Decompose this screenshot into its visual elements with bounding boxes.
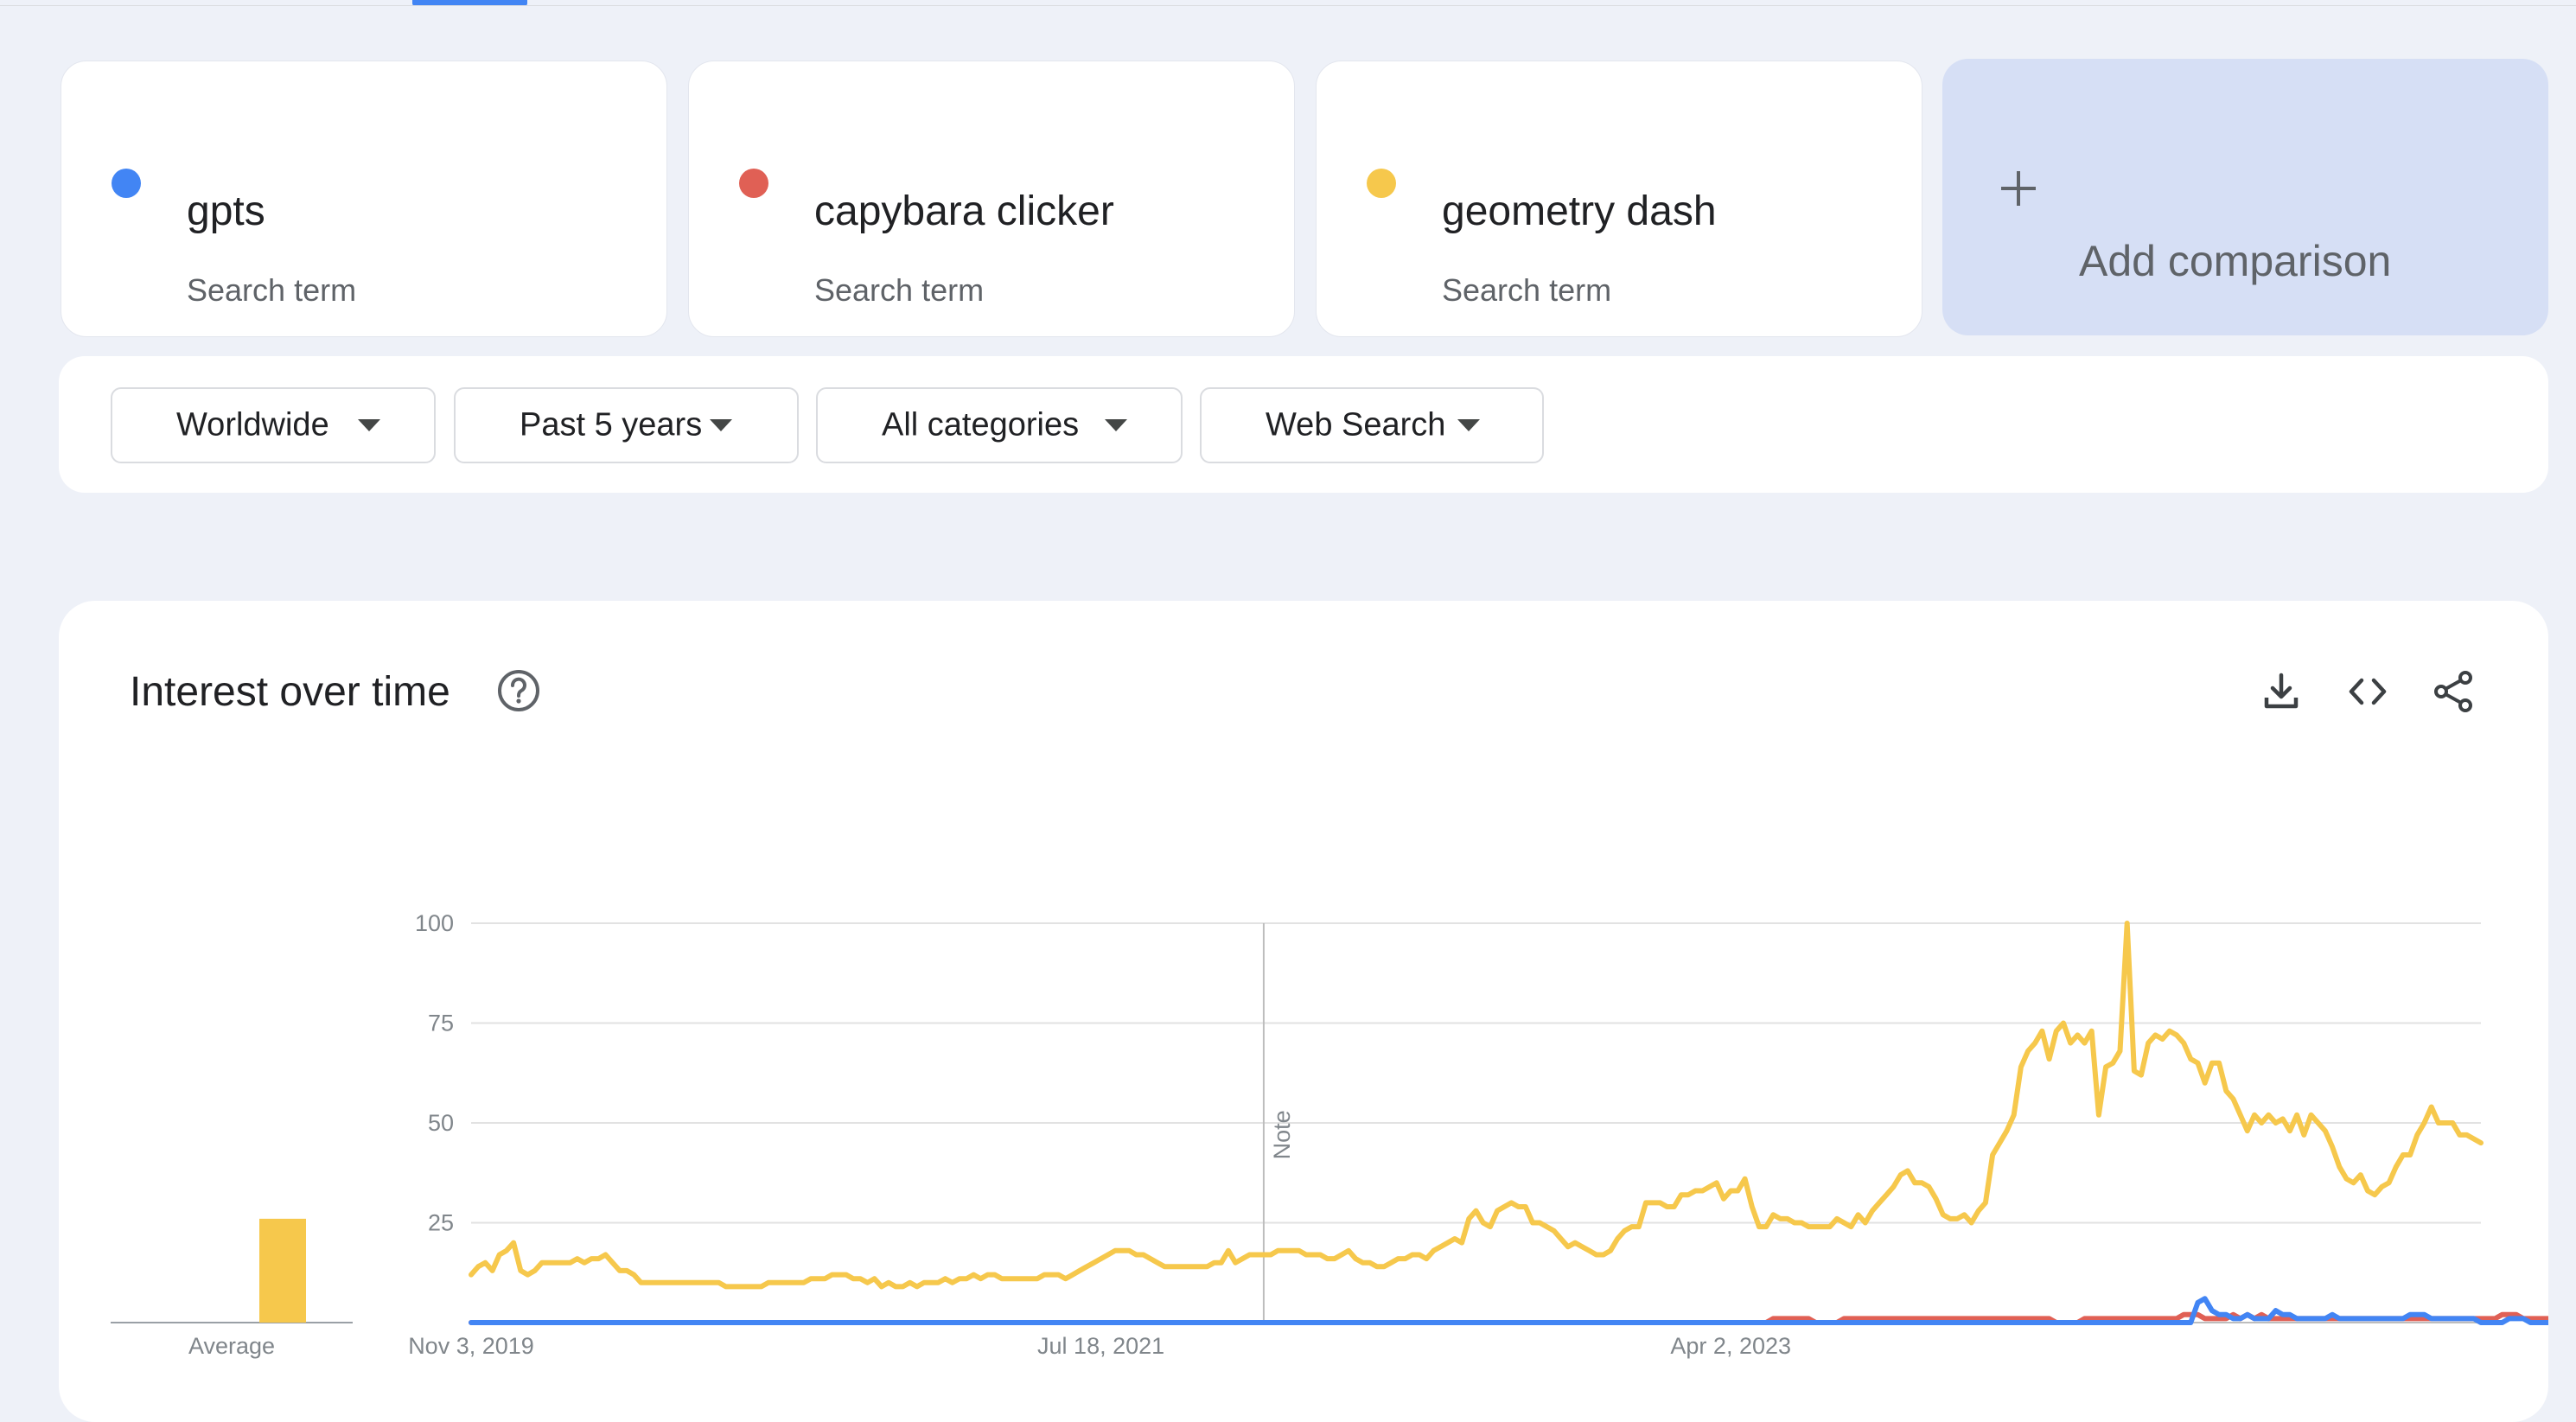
filter-bar: Worldwide Past 5 years All categories We… bbox=[59, 356, 2548, 493]
search-type-value: Web Search bbox=[1266, 406, 1446, 443]
chart-series bbox=[469, 921, 2548, 1325]
add-comparison-label: Add comparison bbox=[2079, 237, 2392, 285]
x-tick-label: Nov 3, 2019 bbox=[408, 1333, 534, 1359]
average-bar-geometry-dash bbox=[259, 1218, 306, 1323]
y-tick-label: 25 bbox=[428, 1210, 454, 1236]
x-tick-label: Jul 18, 2021 bbox=[1037, 1333, 1164, 1359]
note-label: Note bbox=[1269, 1110, 1295, 1159]
region-value: Worldwide bbox=[176, 406, 329, 443]
plus-icon bbox=[2001, 171, 2036, 206]
interest-over-time-card: Interest over time 100 75 50 25 Note Average… bbox=[59, 601, 2548, 1422]
series-line-gpts bbox=[469, 1296, 2548, 1325]
y-tick-label: 100 bbox=[415, 910, 454, 936]
embed-icon[interactable] bbox=[2346, 670, 2389, 713]
add-comparison-button[interactable]: Add comparison bbox=[1942, 59, 2548, 335]
interest-chart: 100 75 50 25 Note Average Nov 3, 2019 Jul 18,… bbox=[111, 910, 2548, 1359]
y-tick-label: 75 bbox=[428, 1011, 454, 1036]
share-icon[interactable] bbox=[2433, 670, 2476, 713]
interest-title: Interest over time bbox=[130, 669, 450, 715]
term-type: Search term bbox=[814, 272, 985, 308]
category-dropdown[interactable]: All categories bbox=[816, 387, 1183, 463]
term-type: Search term bbox=[187, 272, 357, 308]
header-divider bbox=[0, 5, 2576, 6]
average-label: Average bbox=[188, 1333, 275, 1359]
average-bars: Average bbox=[111, 1218, 353, 1359]
caret-down-icon bbox=[1457, 419, 1480, 431]
period-value: Past 5 years bbox=[520, 406, 703, 443]
search-type-dropdown[interactable]: Web Search bbox=[1200, 387, 1544, 463]
caret-down-icon bbox=[1105, 419, 1127, 431]
term-color-dot bbox=[112, 169, 141, 198]
help-icon[interactable] bbox=[496, 668, 541, 713]
term-card-capybara-clicker[interactable]: capybara clicker Search term bbox=[688, 61, 1295, 337]
term-color-dot bbox=[1367, 169, 1396, 198]
term-color-dot bbox=[739, 169, 768, 198]
x-axis-labels: Nov 3, 2019 Jul 18, 2021 Apr 2, 2023 bbox=[408, 1333, 1791, 1359]
term-name: capybara clicker bbox=[814, 188, 1114, 234]
region-dropdown[interactable]: Worldwide bbox=[111, 387, 436, 463]
chart-gridlines: 100 75 50 25 Note bbox=[415, 910, 2481, 1323]
term-name: geometry dash bbox=[1442, 188, 1717, 234]
active-tab-indicator bbox=[412, 0, 527, 6]
term-name: gpts bbox=[187, 188, 265, 234]
term-card-gpts[interactable]: gpts Search term bbox=[61, 61, 667, 337]
download-icon[interactable] bbox=[2260, 670, 2303, 713]
period-dropdown[interactable]: Past 5 years bbox=[454, 387, 799, 463]
term-type: Search term bbox=[1442, 272, 1612, 308]
caret-down-icon bbox=[710, 419, 732, 431]
series-line-geometry-dash bbox=[469, 921, 2484, 1290]
caret-down-icon bbox=[358, 419, 380, 431]
category-value: All categories bbox=[882, 406, 1080, 443]
y-tick-label: 50 bbox=[428, 1110, 454, 1136]
term-card-geometry-dash[interactable]: geometry dash Search term bbox=[1316, 61, 1922, 337]
x-tick-label: Apr 2, 2023 bbox=[1670, 1333, 1791, 1359]
